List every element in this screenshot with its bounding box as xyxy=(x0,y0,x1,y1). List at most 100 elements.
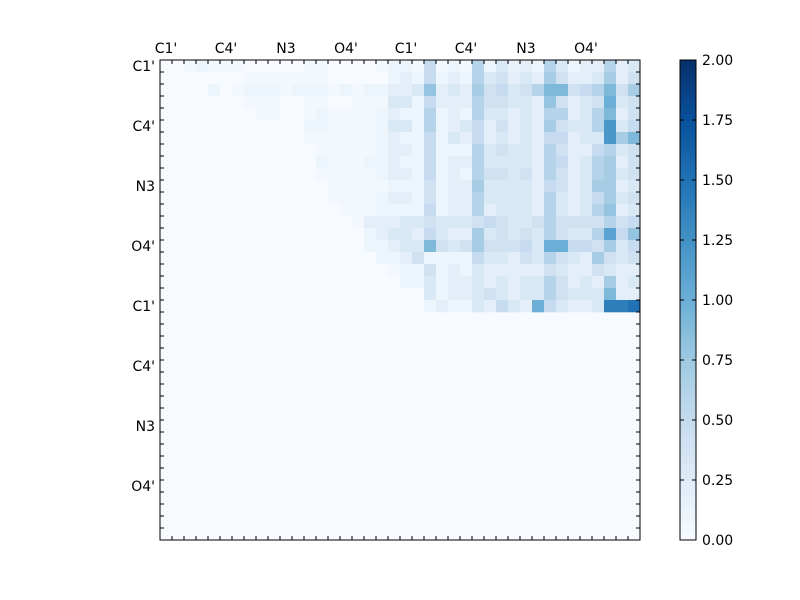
heatmap-cell xyxy=(436,180,449,193)
heatmap-cell xyxy=(436,96,449,109)
heatmap-cell xyxy=(628,96,641,109)
heatmap-cell xyxy=(448,72,461,85)
heatmap-cell xyxy=(400,192,413,205)
heatmap-cell xyxy=(424,240,437,253)
heatmap-cell xyxy=(532,156,545,169)
x-tick-label: N3 xyxy=(276,41,295,57)
heatmap-cell xyxy=(604,72,617,85)
heatmap-cell xyxy=(616,204,629,217)
heatmap-cell xyxy=(424,264,437,277)
heatmap-cell xyxy=(448,132,461,145)
heatmap-cell xyxy=(616,276,629,289)
heatmap-cell xyxy=(484,132,497,145)
heatmap-cell xyxy=(472,264,485,277)
heatmap-cell xyxy=(424,96,437,109)
heatmap-cell xyxy=(616,192,629,205)
heatmap-cell xyxy=(460,264,473,277)
heatmap-cell xyxy=(412,264,425,277)
heatmap-cell xyxy=(580,168,593,181)
heatmap-cell xyxy=(412,240,425,253)
heatmap-cell xyxy=(532,240,545,253)
heatmap-cell xyxy=(460,108,473,121)
heatmap-cell xyxy=(352,216,365,229)
heatmap-cell xyxy=(508,192,521,205)
heatmap-cell xyxy=(436,60,449,73)
heatmap-cell xyxy=(376,120,389,133)
heatmap-cell xyxy=(352,156,365,169)
heatmap-cell xyxy=(520,120,533,133)
x-tick-label: C1' xyxy=(155,41,178,57)
heatmap-cell xyxy=(592,132,605,145)
heatmap-cell xyxy=(436,240,449,253)
heatmap-cell xyxy=(496,132,509,145)
heatmap-cell xyxy=(436,288,449,301)
heatmap-cell xyxy=(328,132,341,145)
heatmap-cell xyxy=(352,192,365,205)
heatmap-cell xyxy=(544,180,557,193)
heatmap-cell xyxy=(376,168,389,181)
heatmap-cell xyxy=(316,60,329,73)
heatmap-cell xyxy=(388,96,401,109)
heatmap-cell xyxy=(364,204,377,217)
heatmap-cell xyxy=(388,192,401,205)
heatmap-cell xyxy=(304,132,317,145)
heatmap-cell xyxy=(304,72,317,85)
heatmap-cell xyxy=(604,156,617,169)
heatmap-cell xyxy=(556,132,569,145)
heatmap-cell xyxy=(508,252,521,265)
heatmap-cell xyxy=(592,120,605,133)
heatmap-cell xyxy=(436,72,449,85)
heatmap-cell xyxy=(616,228,629,241)
heatmap-cell xyxy=(472,216,485,229)
heatmap-cell xyxy=(556,96,569,109)
heatmap-cell xyxy=(616,264,629,277)
heatmap-cell xyxy=(532,120,545,133)
heatmap-cell xyxy=(496,60,509,73)
heatmap-cell xyxy=(448,288,461,301)
heatmap-cell xyxy=(448,300,461,313)
heatmap-cell xyxy=(568,276,581,289)
x-tick-label: N3 xyxy=(516,41,535,57)
heatmap-cell xyxy=(616,96,629,109)
heatmap-cell xyxy=(376,84,389,97)
heatmap-cell xyxy=(400,156,413,169)
heatmap-cell xyxy=(508,156,521,169)
heatmap-cell xyxy=(400,120,413,133)
heatmap-cell xyxy=(412,252,425,265)
heatmap-cell xyxy=(508,108,521,121)
colorbar-tick-label: 0.75 xyxy=(702,353,733,369)
heatmap-cell xyxy=(328,168,341,181)
heatmap-cell xyxy=(316,96,329,109)
heatmap-cell xyxy=(256,72,269,85)
heatmap-cell xyxy=(340,84,353,97)
heatmap-cell xyxy=(580,96,593,109)
heatmap-cell xyxy=(556,156,569,169)
heatmap-cell xyxy=(304,96,317,109)
heatmap-cell xyxy=(496,96,509,109)
heatmap-cell xyxy=(388,264,401,277)
heatmap-cell xyxy=(220,60,233,73)
heatmap-cell xyxy=(400,108,413,121)
colorbar-tick-label: 1.50 xyxy=(702,173,733,189)
heatmap-cell xyxy=(628,240,641,253)
heatmap-cell xyxy=(460,216,473,229)
heatmap-cell xyxy=(436,276,449,289)
heatmap-cell xyxy=(496,156,509,169)
y-tick-label: C1' xyxy=(132,299,155,315)
heatmap-cell xyxy=(472,192,485,205)
heatmap-cell xyxy=(364,240,377,253)
heatmap-cell xyxy=(412,180,425,193)
heatmap-cell xyxy=(568,84,581,97)
heatmap-cell xyxy=(196,60,209,73)
heatmap-cell xyxy=(544,276,557,289)
heatmap-cell xyxy=(412,84,425,97)
heatmap-cell xyxy=(520,192,533,205)
heatmap-cell xyxy=(484,84,497,97)
heatmap-cell xyxy=(364,132,377,145)
heatmap-cell xyxy=(472,228,485,241)
heatmap-cell xyxy=(460,228,473,241)
heatmap-cell xyxy=(508,180,521,193)
heatmap-cell xyxy=(580,216,593,229)
heatmap-cell xyxy=(412,192,425,205)
heatmap-cell xyxy=(628,264,641,277)
